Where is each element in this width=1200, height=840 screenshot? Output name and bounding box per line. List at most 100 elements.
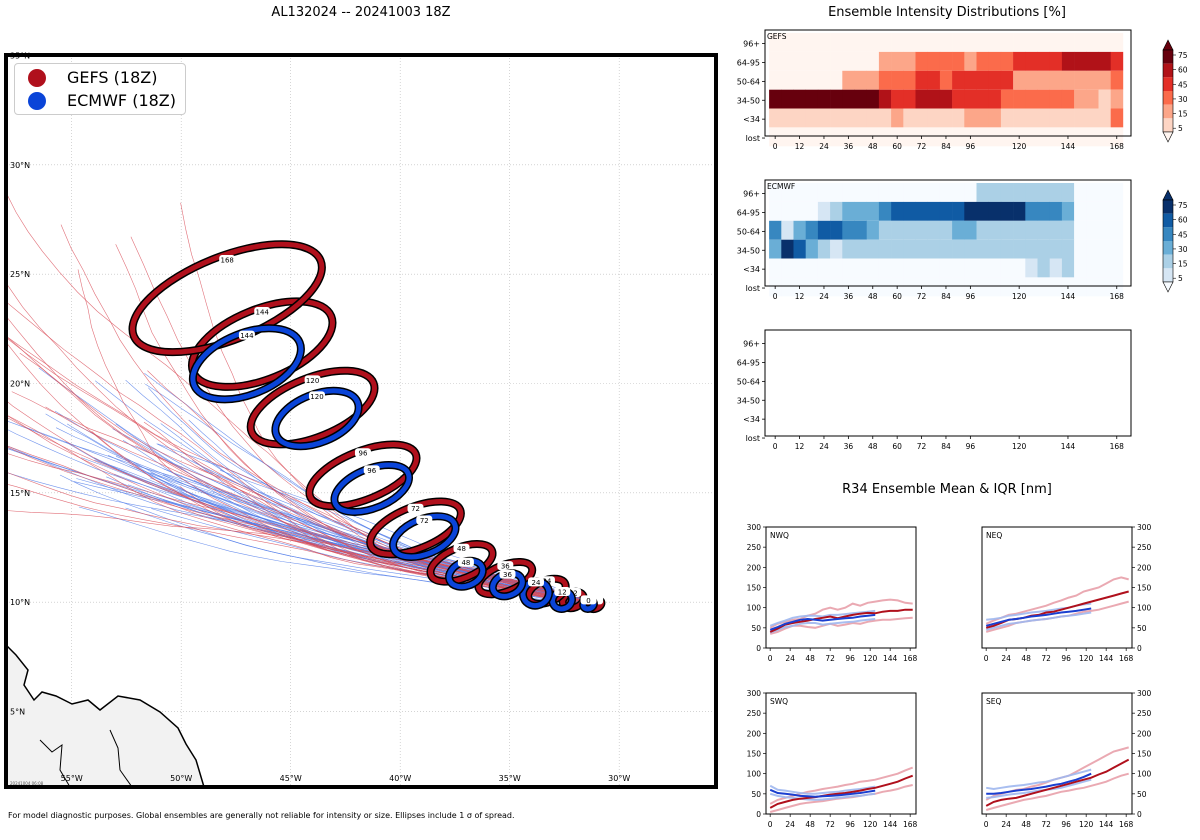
heatmap-cell — [878, 127, 892, 147]
colorbar-arrow-bottom — [1162, 131, 1174, 143]
heatmap-cell — [854, 183, 867, 202]
lat-label: 15°N — [10, 489, 30, 498]
heatmap-cell — [1061, 51, 1075, 71]
x-tick-label: 24 — [785, 654, 795, 663]
x-tick-label: 72 — [1041, 654, 1051, 663]
panel-label: GEFS — [767, 32, 787, 41]
heatmap-cell — [952, 277, 965, 297]
lon-label: 45°W — [280, 774, 302, 783]
heatmap-cell — [842, 51, 855, 71]
heatmap-cell — [805, 70, 819, 90]
heatmap-cell — [903, 89, 916, 109]
heatmap-cell — [1013, 239, 1026, 259]
mean-ellipse — [272, 388, 362, 449]
heatmap-cell — [1037, 89, 1050, 109]
heatmap-cell — [915, 220, 928, 240]
heatmap-cell — [781, 239, 794, 259]
colorbar-arrow-bottom — [1162, 281, 1174, 293]
heatmap-cell — [1000, 51, 1014, 71]
heatmap-cell — [805, 258, 819, 278]
heatmap-cell — [1049, 201, 1063, 221]
lon-label: 50°W — [170, 774, 192, 783]
heatmap-cell — [878, 70, 892, 90]
colorbar-label: 30 — [1178, 95, 1188, 104]
ensemble-track — [38, 367, 600, 604]
heatmap-cell — [1000, 70, 1014, 90]
heatmap-cell — [1098, 127, 1111, 147]
hour-label-box — [354, 448, 371, 458]
heatmap-cell — [1000, 108, 1014, 128]
heatmap-cell — [903, 220, 916, 240]
heatmap-cell — [793, 201, 806, 221]
heatmap-cell — [1000, 258, 1014, 278]
heatmap-cell — [1098, 108, 1111, 128]
y-tick-label: 0 — [756, 810, 761, 819]
x-tick-label: 48 — [868, 442, 878, 451]
x-tick-label: 120 — [1079, 820, 1094, 829]
heatmap-cell — [866, 201, 880, 221]
heatmap-cell — [805, 201, 819, 221]
ensemble-track — [60, 224, 595, 602]
x-tick-label: 96 — [966, 292, 976, 301]
heatmap-cell — [927, 108, 941, 128]
heatmap-cell — [830, 33, 843, 52]
ensemble-track — [147, 370, 593, 603]
heatmap-cell — [903, 108, 916, 128]
heatmap-cell — [891, 51, 904, 71]
heatmap-cell — [842, 239, 855, 259]
heatmap-cell — [964, 33, 977, 52]
heatmap-cell — [976, 220, 989, 240]
heatmap-cell — [915, 258, 928, 278]
row-label: 64-95 — [737, 58, 760, 67]
colorbar-label: 75 — [1178, 201, 1188, 210]
heatmap-cell — [915, 239, 928, 259]
x-tick-label: 0 — [773, 142, 778, 151]
colorbar-arrow-top — [1162, 189, 1174, 201]
y-tick-label: 0 — [756, 644, 761, 653]
heatmap-cell — [927, 277, 941, 297]
ecmwf-mean-line — [985, 607, 1092, 627]
x-tick-label: 168 — [903, 820, 918, 829]
heatmap-cell — [1061, 70, 1075, 90]
heatmap-cell — [1049, 127, 1063, 147]
lon-label: 55°W — [61, 774, 83, 783]
heatmap-cell — [805, 108, 819, 128]
heatmap-cell — [842, 201, 855, 221]
ecmwf-iqr-low — [769, 792, 876, 801]
x-tick-label: 36 — [844, 142, 854, 151]
heatmap-cell — [976, 183, 989, 202]
hour-label: 72 — [411, 505, 420, 513]
row-label: 96+ — [743, 340, 760, 349]
colorbar-segment — [1163, 63, 1173, 78]
heatmap-cell — [854, 127, 867, 147]
ensemble-track — [180, 202, 599, 601]
y-tick-label: 50 — [1137, 790, 1147, 799]
heatmap-cell — [854, 258, 867, 278]
heatmap-cell — [1098, 258, 1111, 278]
hour-label-box — [304, 375, 321, 385]
x-tick-label: 60 — [892, 442, 902, 451]
heatmap-cell — [830, 89, 843, 109]
heatmap-cell — [988, 70, 1002, 90]
heatmap-panel-1: 96+ 64-95 50-64 34-50 <34 lost 0 12 24 36 48 60 72 84… — [737, 179, 1188, 301]
heatmap-cell — [976, 277, 989, 297]
heatmap-cell — [1074, 33, 1087, 52]
heatmap-cell — [903, 239, 916, 259]
heatmap-cell — [952, 89, 965, 109]
lat-label: 20°N — [10, 379, 30, 388]
colorbar-label: 45 — [1178, 80, 1188, 89]
heatmap-cell — [793, 239, 806, 259]
row-label: <34 — [743, 415, 760, 424]
heatmap-cell — [1025, 33, 1038, 52]
heatmap-cell — [939, 201, 953, 221]
heatmap-frame — [764, 179, 1132, 287]
heatmap-cell — [988, 183, 1002, 202]
heatmap-cell — [781, 258, 794, 278]
heatmap-cell — [866, 239, 880, 259]
hour-label: 120 — [306, 377, 319, 385]
heatmap-cell — [915, 89, 928, 109]
hour-label: 72 — [420, 517, 429, 525]
y-tick-label: 200 — [747, 729, 762, 738]
r34-label: NEQ — [986, 531, 1002, 540]
heatmap-cell — [1061, 108, 1075, 128]
